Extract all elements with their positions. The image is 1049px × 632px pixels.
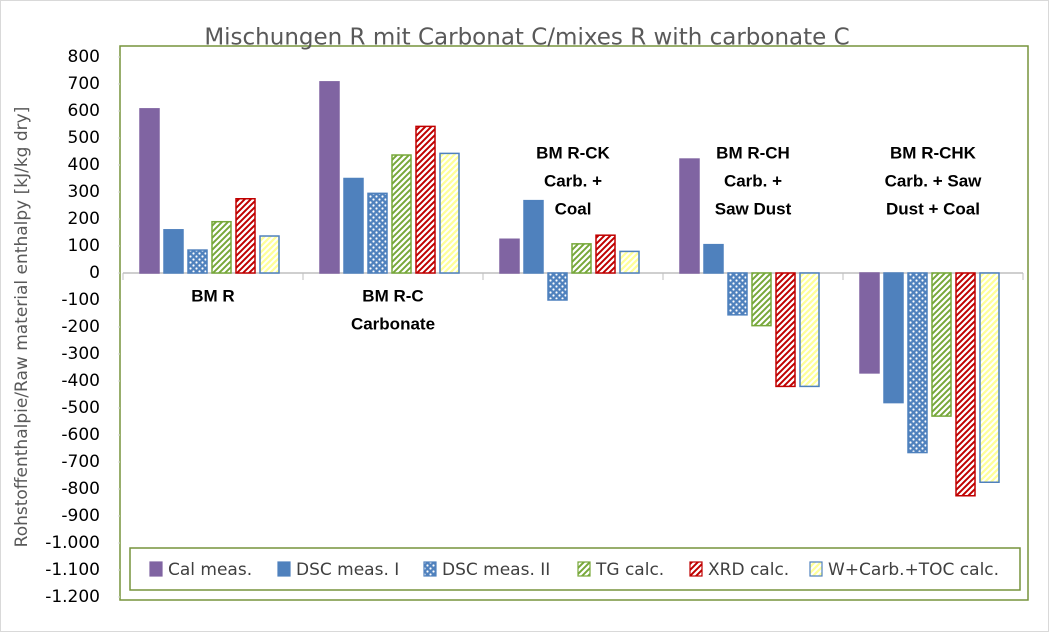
y-tick-label: -400 xyxy=(61,371,100,391)
bar xyxy=(751,272,772,327)
y-tick-label: -700 xyxy=(61,452,100,472)
y-tick-label: -500 xyxy=(61,398,100,418)
bar xyxy=(367,192,388,274)
y-tick-label: 700 xyxy=(68,74,100,94)
legend-swatch xyxy=(423,561,437,577)
category-label: Coal xyxy=(555,199,592,218)
legend-swatch xyxy=(149,561,163,577)
y-tick-label: -200 xyxy=(61,317,100,337)
bar xyxy=(259,235,280,274)
y-tick-label: -300 xyxy=(61,344,100,364)
bar xyxy=(343,177,364,274)
bar xyxy=(523,199,544,274)
bar xyxy=(679,158,700,274)
bar xyxy=(571,243,592,274)
bar xyxy=(211,220,232,274)
category-label: Dust + Coal xyxy=(886,199,980,218)
bar xyxy=(439,152,460,274)
category-label: Carb. + xyxy=(544,171,602,190)
bar xyxy=(235,198,256,274)
bar xyxy=(703,243,724,274)
y-tick-label: -1.200 xyxy=(45,587,100,607)
category-label: Saw Dust xyxy=(715,199,792,218)
legend-label: W+Carb.+TOC calc. xyxy=(828,560,999,580)
y-tick-label: -1.000 xyxy=(45,533,100,553)
y-tick-label: -900 xyxy=(61,506,100,526)
bar xyxy=(979,272,1000,483)
category-label: BM R-CH xyxy=(716,143,790,162)
bar xyxy=(319,81,340,274)
category-label: BM R xyxy=(191,286,234,305)
legend-label: XRD calc. xyxy=(708,560,789,580)
legend-swatch xyxy=(277,561,291,577)
category-label: BM R-CK xyxy=(536,143,610,162)
bar xyxy=(499,238,520,274)
y-tick-label: -1.100 xyxy=(45,560,100,580)
legend-swatch xyxy=(809,561,823,577)
bar xyxy=(139,108,160,274)
bar xyxy=(859,272,880,374)
plot-border xyxy=(119,45,1029,601)
legend-label: DSC meas. II xyxy=(442,560,550,580)
category-label: Carb. + xyxy=(724,171,782,190)
y-tick-label: 200 xyxy=(68,209,100,229)
legend-label: Cal meas. xyxy=(168,560,252,580)
y-tick-label: -600 xyxy=(61,425,100,445)
bar xyxy=(619,250,640,274)
bar xyxy=(391,154,412,274)
y-tick-label: 600 xyxy=(68,101,100,121)
y-tick-label: 400 xyxy=(68,155,100,175)
legend-swatch xyxy=(577,561,591,577)
legend-label: DSC meas. I xyxy=(296,560,399,580)
bar xyxy=(799,272,820,388)
category-label: BM R-C xyxy=(362,286,423,305)
bar xyxy=(775,272,796,388)
bar xyxy=(595,234,616,274)
bar xyxy=(187,249,208,274)
category-label: Carb. + Saw xyxy=(885,171,983,190)
y-tick-label: 0 xyxy=(89,263,100,283)
category-label: BM R-CHK xyxy=(890,143,977,162)
bar xyxy=(163,229,184,274)
y-tick-label: 800 xyxy=(68,47,100,67)
legend-label: TG calc. xyxy=(595,560,664,580)
legend-swatch xyxy=(689,561,703,577)
bar xyxy=(547,272,568,301)
bar xyxy=(931,272,952,417)
bar xyxy=(907,272,928,454)
category-label: Carbonate xyxy=(351,314,435,333)
y-tick-label: 300 xyxy=(68,182,100,202)
y-tick-label: -800 xyxy=(61,479,100,499)
chart-title: Mischungen R mit Carbonat C/mixes R with… xyxy=(204,25,849,51)
bar xyxy=(727,272,748,316)
y-axis-label: Rohstoffenthalpie/Raw material enthalpy … xyxy=(12,107,32,548)
bar xyxy=(415,125,436,274)
bar xyxy=(883,272,904,404)
bar xyxy=(955,272,976,497)
y-tick-label: 100 xyxy=(68,236,100,256)
y-tick-label: 500 xyxy=(68,128,100,148)
legend-box xyxy=(129,547,1021,591)
y-tick-label: -100 xyxy=(61,290,100,310)
